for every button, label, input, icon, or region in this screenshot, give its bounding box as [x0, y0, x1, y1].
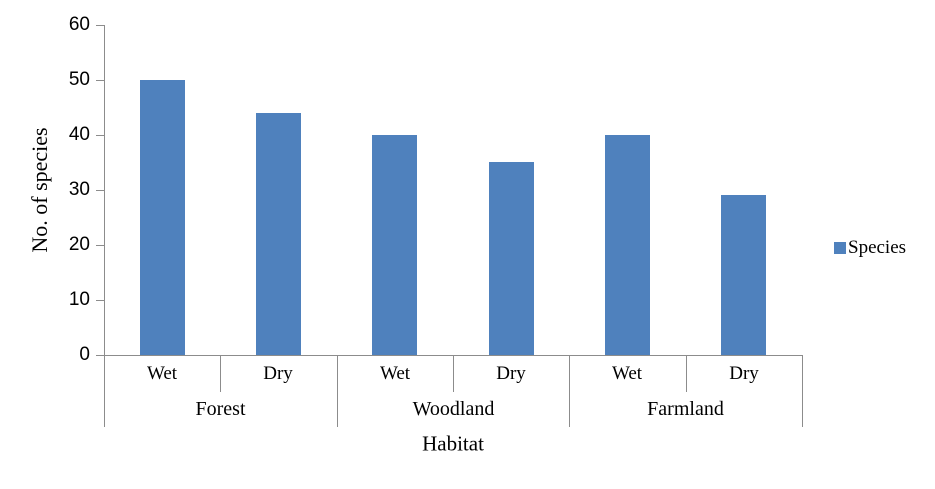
- y-tick-mark-50: [96, 80, 104, 81]
- x-tick-label-dry-3: Dry: [496, 363, 526, 384]
- y-tick-mark-60: [96, 25, 104, 26]
- group-label-forest: Forest: [195, 398, 246, 420]
- legend-marker-icon: [834, 242, 846, 254]
- x-tick-label-dry-1: Dry: [263, 363, 293, 384]
- group-separator: [569, 355, 570, 427]
- y-tick-mark-0: [96, 355, 104, 356]
- bar-farmland-dry: [721, 195, 766, 355]
- y-axis-line: [104, 25, 105, 427]
- subcategory-separator: [220, 355, 221, 392]
- y-tick-label-10: 10: [68, 289, 90, 310]
- bar-forest-dry: [256, 113, 301, 355]
- y-tick-label-60: 60: [68, 14, 90, 35]
- bar-farmland-wet: [605, 135, 650, 355]
- y-tick-label-30: 30: [68, 179, 90, 200]
- x-axis-title: Habitat: [422, 431, 484, 456]
- legend: Species: [834, 237, 906, 259]
- x-tick-label-wet-2: Wet: [379, 363, 411, 384]
- x-tick-label-wet-4: Wet: [611, 363, 643, 384]
- subcategory-separator: [686, 355, 687, 392]
- y-tick-mark-40: [96, 135, 104, 136]
- y-tick-mark-20: [96, 245, 104, 246]
- y-tick-label-20: 20: [68, 234, 90, 255]
- bar-woodland-dry: [489, 162, 534, 355]
- group-separator: [802, 355, 803, 427]
- y-tick-mark-30: [96, 190, 104, 191]
- y-tick-label-40: 40: [68, 124, 90, 145]
- y-tick-label-0: 0: [79, 344, 90, 365]
- group-label-farmland: Farmland: [647, 398, 724, 420]
- x-tick-label-dry-5: Dry: [729, 363, 759, 384]
- bar-forest-wet: [140, 80, 185, 355]
- group-label-woodland: Woodland: [412, 398, 495, 420]
- legend-label: Species: [848, 237, 907, 258]
- subcategory-separator: [453, 355, 454, 392]
- group-separator: [337, 355, 338, 427]
- y-tick-label-50: 50: [68, 69, 90, 90]
- bar-woodland-wet: [372, 135, 417, 355]
- group-separator: [104, 355, 105, 427]
- y-tick-mark-10: [96, 300, 104, 301]
- x-tick-label-wet-0: Wet: [146, 363, 178, 384]
